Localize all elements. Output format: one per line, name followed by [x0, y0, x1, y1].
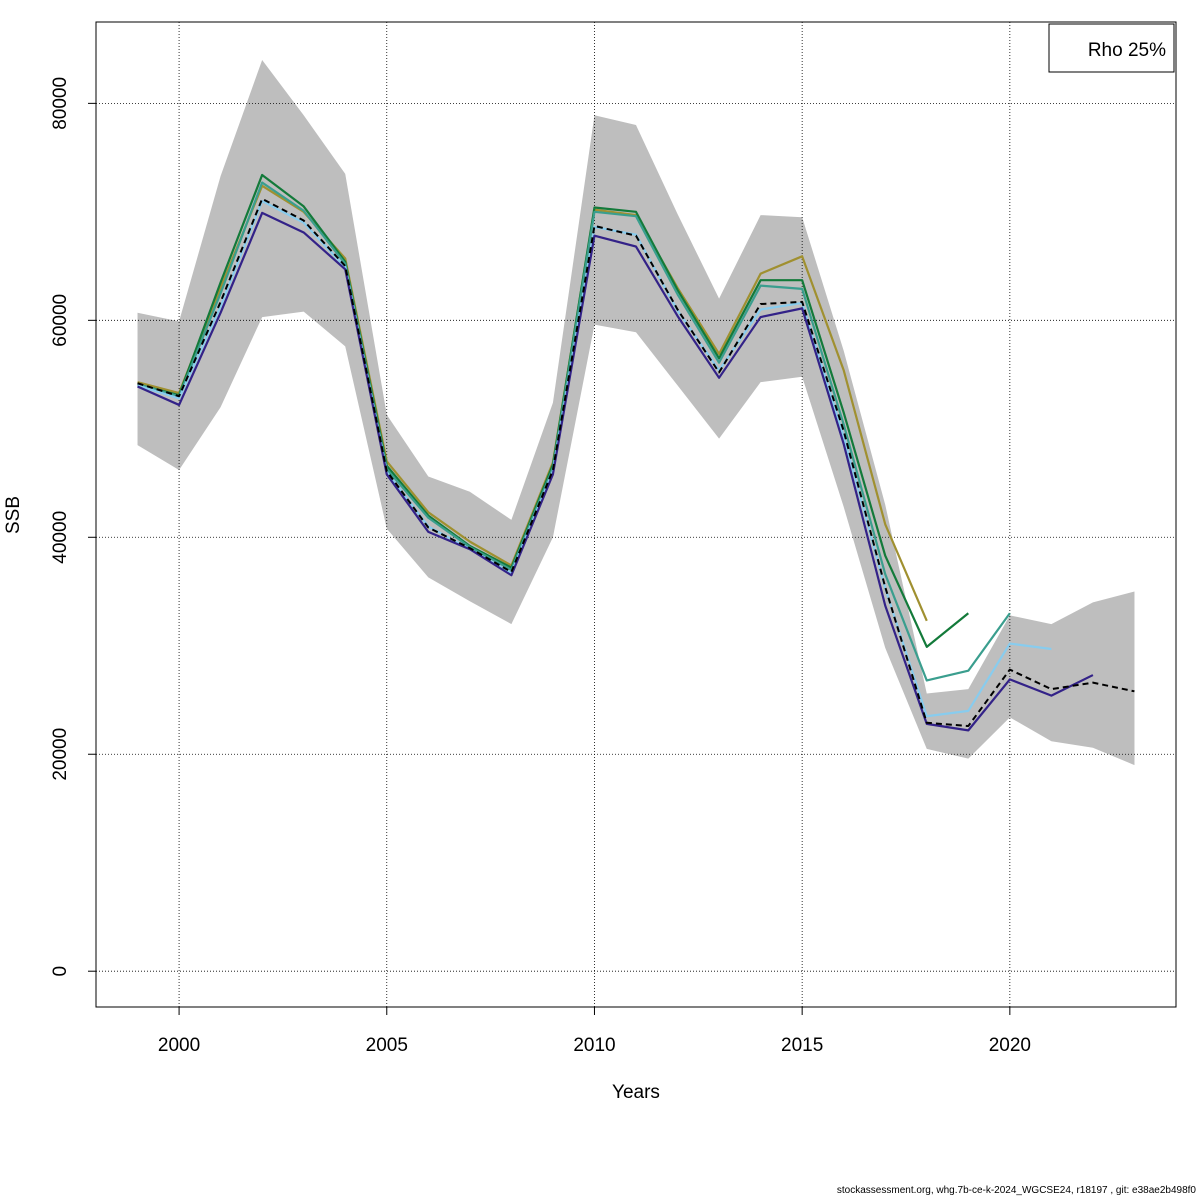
series-line-reference [137, 197, 1135, 728]
legend: Rho 25% [1048, 23, 1175, 73]
series-layer [137, 173, 1135, 732]
x-tick-label: 2010 [573, 1035, 615, 1056]
y-tick-label: 40000 [50, 511, 71, 564]
y-tick-label: 0 [50, 966, 71, 977]
series-line [137, 181, 1011, 682]
legend-box [1048, 23, 1175, 73]
confidence-band-layer [137, 59, 1135, 766]
y-tick-label: 20000 [50, 728, 71, 781]
x-tick-label: 2000 [158, 1035, 200, 1056]
y-tick-label: 80000 [50, 77, 71, 130]
series-line [137, 211, 1094, 732]
confidence-band [137, 59, 1135, 766]
x-tick-label: 2015 [781, 1035, 823, 1056]
footer-credit: stockassessment.org, whg.7b-ce-k-2024_WG… [836, 1185, 1196, 1196]
x-tick-label: 2020 [989, 1035, 1031, 1056]
grid-layer [96, 22, 1176, 1007]
x-axis-label: Years [612, 1082, 660, 1103]
legend-entry: Rho 25% [1088, 40, 1166, 61]
x-tick-label: 2005 [366, 1035, 408, 1056]
y-axis-label: SSB [3, 496, 24, 534]
y-tick-label: 60000 [50, 294, 71, 347]
axis-layer: 2000 2005 2010 2015 2020 0 20000 40000 60000 8000… [50, 77, 1031, 1056]
